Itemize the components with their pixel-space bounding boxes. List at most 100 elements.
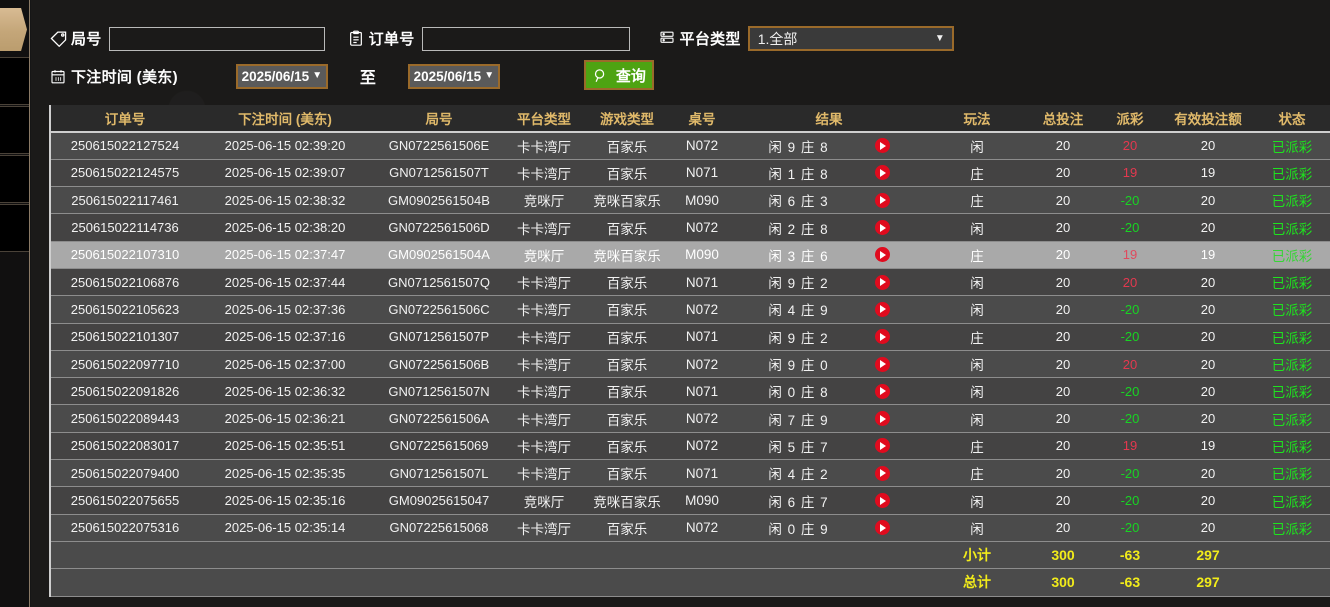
- result-text: 闲 2 庄 8: [768, 221, 829, 237]
- cell-valid-bet: 20: [1161, 486, 1255, 515]
- table-row[interactable]: 250615022091826 2025-06-15 02:36:32 GN0712…: [51, 377, 1330, 406]
- cell-bet-time: 2025-06-15 02:37:44: [199, 268, 371, 297]
- play-replay-icon[interactable]: [874, 220, 890, 236]
- cell-status: 已派彩: [1255, 514, 1329, 542]
- bet-time-label: 下注时间 (美东): [71, 68, 178, 86]
- play-replay-icon[interactable]: [874, 493, 890, 508]
- table-row[interactable]: 250615022124575 2025-06-15 02:39:07 GN0712…: [51, 159, 1330, 188]
- rail-expand-tab[interactable]: [0, 8, 27, 51]
- cell-table-no: N071: [673, 323, 731, 351]
- cell-game-no: GM09025615047: [371, 486, 507, 515]
- col-status[interactable]: 状态: [1255, 105, 1329, 133]
- table-body: 250615022127524 2025-06-15 02:39:20 GN0722…: [51, 132, 1330, 542]
- play-replay-icon[interactable]: [874, 465, 890, 481]
- order-no-input[interactable]: [421, 26, 630, 51]
- result-text: 闲 0 庄 8: [768, 385, 829, 401]
- play-replay-icon[interactable]: [874, 356, 890, 372]
- cell-order-no: 250615022101307: [51, 323, 199, 351]
- cell-bet-time: 2025-06-15 02:39:07: [199, 159, 371, 188]
- table-row[interactable]: 250615022127524 2025-06-15 02:39:20 GN0722…: [51, 132, 1330, 160]
- cell-valid-bet: 19: [1161, 432, 1255, 461]
- play-replay-icon[interactable]: [874, 329, 890, 345]
- date-from-picker[interactable]: 2025/06/15 ▼: [235, 63, 328, 89]
- records-table: 订单号 下注时间 (美东) 局号 平台类型 游戏类型 桌号 结果 玩法 总投注 …: [51, 105, 1330, 597]
- table-row[interactable]: 250615022079400 2025-06-15 02:35:35 GN0712…: [51, 459, 1330, 488]
- cell-game-type: 百家乐: [581, 159, 673, 188]
- cell-result: 闲 5 庄 7: [731, 432, 927, 461]
- table-row[interactable]: 250615022106876 2025-06-15 02:37:44 GN0712…: [51, 268, 1330, 297]
- cell-payout: 19: [1099, 159, 1161, 188]
- cell-table-no: N071: [673, 459, 731, 488]
- cell-result: 闲 6 庄 3: [731, 186, 927, 215]
- cell-total-bet: 20: [1027, 350, 1099, 379]
- col-play[interactable]: 玩法: [927, 105, 1027, 133]
- table-row[interactable]: 250615022083017 2025-06-15 02:35:51 GN0722…: [51, 432, 1330, 461]
- cell-result: 闲 2 庄 8: [731, 213, 927, 242]
- table-row[interactable]: 250615022075655 2025-06-15 02:35:16 GM0902…: [51, 486, 1330, 515]
- col-table-no[interactable]: 桌号: [673, 105, 731, 133]
- cell-result: 闲 9 庄 2: [731, 268, 927, 297]
- play-replay-icon[interactable]: [874, 192, 890, 208]
- table-row[interactable]: 250615022075316 2025-06-15 02:35:14 GN0722…: [51, 514, 1330, 542]
- play-replay-icon[interactable]: [874, 411, 890, 427]
- table-row[interactable]: 250615022114736 2025-06-15 02:38:20 GN0722…: [51, 213, 1330, 242]
- game-no-field: 局号: [49, 26, 325, 51]
- cell-total-bet: 20: [1027, 268, 1099, 297]
- cell-play: 庄: [927, 432, 1027, 461]
- col-order-no[interactable]: 订单号: [51, 105, 199, 133]
- cell-bet-time: 2025-06-15 02:39:20: [199, 132, 371, 160]
- cell-order-no: 250615022107310: [51, 241, 199, 269]
- rail-slot[interactable]: [0, 204, 29, 252]
- cell-play: 闲: [927, 377, 1027, 406]
- game-no-input[interactable]: [108, 26, 325, 51]
- col-game-no[interactable]: 局号: [371, 105, 507, 133]
- cell-payout: -20: [1099, 295, 1161, 324]
- play-replay-icon[interactable]: [874, 301, 890, 317]
- col-valid-bet[interactable]: 有效投注额: [1161, 105, 1255, 133]
- cell-platform: 卡卡湾厅: [507, 514, 581, 542]
- col-payout[interactable]: 派彩: [1099, 105, 1161, 133]
- platform-type-select[interactable]: 1.全部 ▼: [747, 26, 954, 51]
- col-game-type[interactable]: 游戏类型: [581, 105, 673, 133]
- play-replay-icon[interactable]: [874, 438, 890, 454]
- play-replay-icon[interactable]: [874, 247, 890, 263]
- calendar-icon: [49, 67, 67, 85]
- table-row[interactable]: 250615022105623 2025-06-15 02:37:36 GN0722…: [51, 295, 1330, 324]
- rail-slot[interactable]: [0, 57, 29, 105]
- cell-bet-time: 2025-06-15 02:38:32: [199, 186, 371, 215]
- table-row[interactable]: 250615022117461 2025-06-15 02:38:32 GM0902…: [51, 186, 1330, 215]
- col-result[interactable]: 结果: [731, 105, 927, 133]
- main-panel: 局号 订单号: [31, 0, 1330, 607]
- cell-result: 闲 7 庄 9: [731, 404, 927, 433]
- cell-status: 已派彩: [1255, 459, 1329, 488]
- col-platform[interactable]: 平台类型: [507, 105, 581, 133]
- date-to-picker[interactable]: 2025/06/15 ▼: [407, 63, 500, 89]
- cell-total-bet: 20: [1027, 159, 1099, 188]
- col-bet-time[interactable]: 下注时间 (美东): [199, 105, 371, 133]
- play-replay-icon[interactable]: [874, 165, 890, 181]
- cell-payout: 19: [1099, 241, 1161, 269]
- cell-status: 已派彩: [1255, 486, 1329, 515]
- table-row[interactable]: 250615022107310 2025-06-15 02:37:47 GM0902…: [51, 241, 1330, 269]
- cell-total-bet: 20: [1027, 323, 1099, 351]
- result-text: 闲 9 庄 2: [768, 276, 829, 292]
- table-row[interactable]: 250615022089443 2025-06-15 02:36:21 GN0722…: [51, 404, 1330, 433]
- cell-valid-bet: 20: [1161, 132, 1255, 160]
- play-replay-icon[interactable]: [874, 274, 890, 290]
- cell-status: 已派彩: [1255, 132, 1329, 160]
- cell-table-no: N072: [673, 514, 731, 542]
- table-row[interactable]: 250615022097710 2025-06-15 02:37:00 GN0722…: [51, 350, 1330, 379]
- cell-valid-bet: 20: [1161, 295, 1255, 324]
- play-replay-icon[interactable]: [874, 520, 890, 536]
- rail-slot[interactable]: [0, 155, 29, 203]
- search-button[interactable]: 查询: [583, 60, 654, 90]
- cell-total-bet: 20: [1027, 186, 1099, 215]
- play-replay-icon[interactable]: [874, 138, 890, 154]
- play-replay-icon[interactable]: [874, 383, 890, 399]
- rail-slot[interactable]: [0, 106, 29, 154]
- cell-platform: 卡卡湾厅: [507, 377, 581, 406]
- cell-order-no: 250615022105623: [51, 295, 199, 324]
- col-total-bet[interactable]: 总投注: [1027, 105, 1099, 133]
- table-row[interactable]: 250615022101307 2025-06-15 02:37:16 GN0712…: [51, 323, 1330, 351]
- cell-game-type: 百家乐: [581, 432, 673, 461]
